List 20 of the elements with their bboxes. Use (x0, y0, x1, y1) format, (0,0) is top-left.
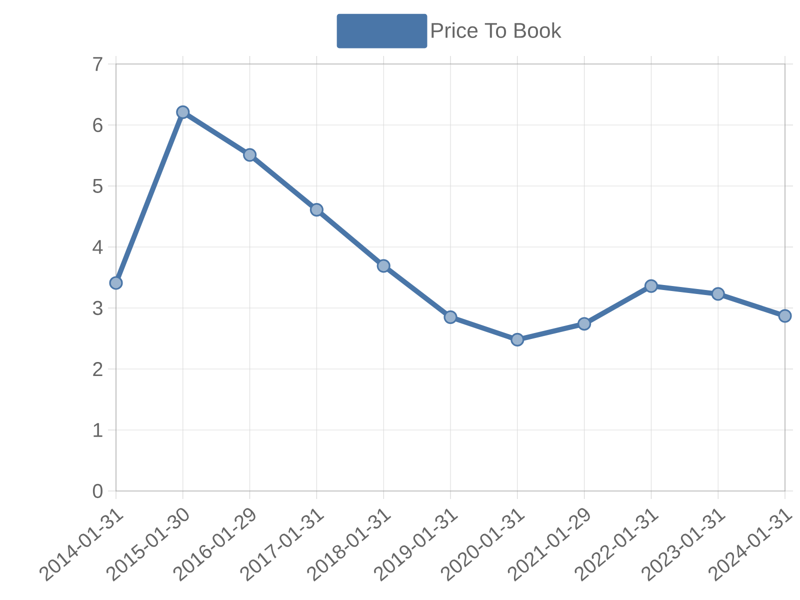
point (778, 309, 792, 323)
y-tick-label: 6 (93, 118, 102, 132)
point (644, 279, 658, 293)
point (376, 259, 390, 273)
point (444, 310, 458, 324)
point (176, 105, 190, 119)
point (310, 202, 324, 217)
y-tick-label: 3 (92, 300, 102, 316)
y-tick-label: 5 (92, 179, 102, 193)
y-tick-label: 4 (92, 240, 103, 254)
point (243, 148, 257, 162)
point (510, 332, 524, 347)
point (578, 317, 592, 331)
y-tick-label: 0 (92, 484, 102, 498)
point (109, 276, 123, 290)
y-tick-label: 1 (94, 423, 102, 437)
y-tick-label: 2 (93, 362, 102, 376)
y-tick-label: 7 (93, 57, 102, 71)
point (711, 287, 725, 301)
legend-label: Price To Book (432, 22, 562, 38)
